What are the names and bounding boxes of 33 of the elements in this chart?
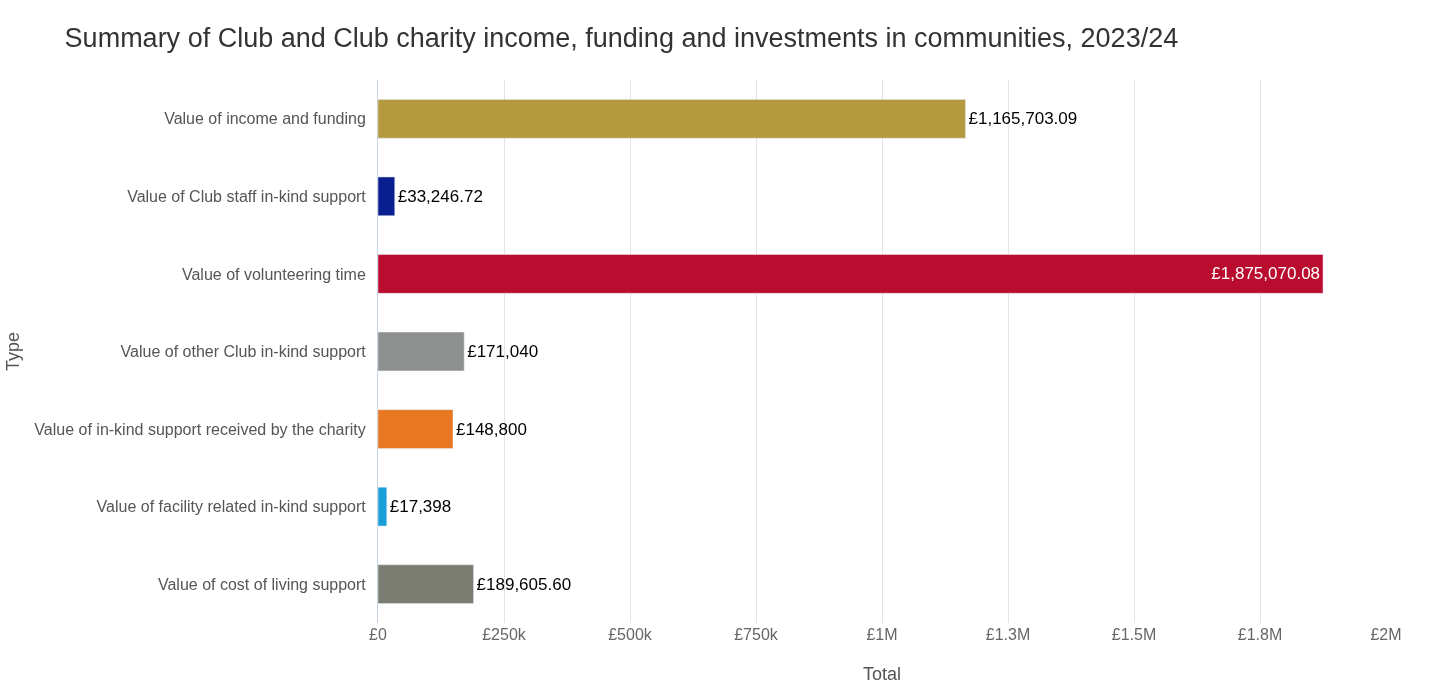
- y-tick-label: Value of in-kind support received by the charity: [34, 420, 366, 438]
- data-label: £1,165,703.09: [968, 109, 1078, 129]
- x-tick-label: £0: [369, 626, 387, 643]
- data-label: £33,246.72: [397, 186, 483, 206]
- y-tick-label: Value of Club staff in-kind support: [127, 187, 367, 205]
- x-tick-label: £1M: [866, 626, 898, 643]
- bar: [378, 176, 396, 216]
- data-label: £17,398: [389, 497, 452, 517]
- x-axis-title: Total: [862, 664, 902, 685]
- data-label: £189,605.60: [476, 574, 572, 594]
- y-tick-label: Value of cost of living support: [157, 575, 367, 593]
- bar: [378, 487, 388, 527]
- x-tick-label: £1.3M: [985, 626, 1031, 643]
- x-tick-label: £1.5M: [1111, 626, 1157, 643]
- x-tick-label: £750k: [734, 626, 779, 643]
- bar: [378, 331, 465, 372]
- bar: [378, 564, 474, 604]
- y-tick-label: Value of facility related in-kind support: [96, 498, 367, 516]
- data-label: £1,875,070.08: [1211, 264, 1321, 284]
- x-tick-label: £250k: [482, 626, 527, 643]
- y-axis-title: Type: [2, 331, 23, 372]
- x-tick-label: £1.8M: [1237, 626, 1283, 643]
- chart-title: Summary of Club and Club charity income, funding and investments in communities, 2023/24: [64, 22, 1179, 53]
- bar: [378, 409, 454, 449]
- y-tick-label: Value of volunteering time: [181, 265, 366, 283]
- x-tick-label: £500k: [608, 626, 653, 643]
- x-tick-label: £2M: [1370, 626, 1402, 643]
- bar: [378, 99, 966, 139]
- y-tick-label: Value of other Club in-kind support: [120, 343, 367, 361]
- bar: [378, 254, 1324, 294]
- y-tick-label: Value of income and funding: [164, 110, 366, 128]
- data-label: £171,040: [467, 342, 539, 361]
- data-label: £148,800: [456, 419, 527, 439]
